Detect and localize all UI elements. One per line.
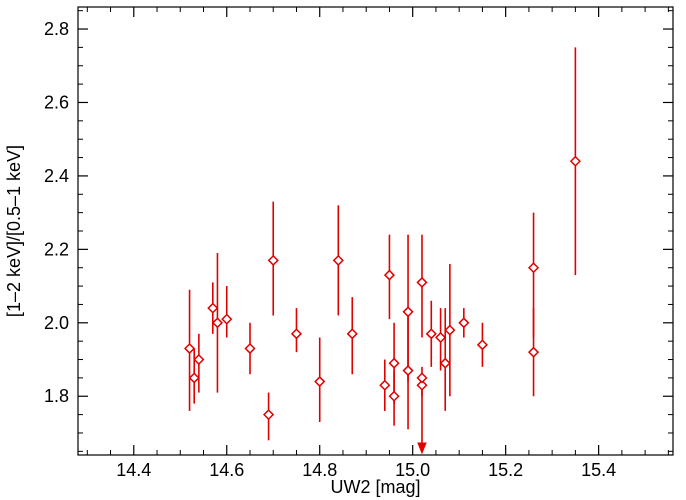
data-point: [416, 276, 428, 288]
y-tick-label: 2.2: [44, 239, 69, 259]
tick-labels: 14.4 14.6 14.8 15.0 15.2 15.4 1.8 2.0 2.2 2.4 2.6 2…: [44, 19, 616, 480]
data-point: [207, 302, 219, 314]
data-point: [435, 331, 447, 344]
data-point: [527, 262, 540, 274]
x-tick-label: 14.6: [209, 460, 244, 480]
data-point: [388, 357, 400, 369]
axis-ticks: [78, 7, 673, 455]
data-point: [402, 364, 414, 377]
x-axis-label: UW2 [mag]: [330, 477, 420, 497]
data-point: [379, 379, 391, 391]
data-point: [188, 372, 200, 384]
data-point: [383, 269, 396, 281]
data-point: [290, 328, 303, 340]
x-tick-label: 15.0: [395, 460, 430, 480]
data-point: [527, 346, 540, 358]
data-point: [439, 357, 451, 369]
data-point: [184, 342, 196, 355]
data-point: [388, 390, 400, 402]
data-point: [244, 342, 256, 355]
plot-frame: [77, 6, 674, 456]
x-tick-label: 15.4: [581, 460, 616, 480]
x-tick-label: 14.8: [302, 460, 337, 480]
y-tick-label: 1.8: [44, 386, 69, 406]
data-point: [425, 328, 437, 340]
data-point: [569, 155, 581, 167]
data-markers: [184, 155, 581, 421]
y-tick-label: 2.6: [44, 92, 69, 112]
data-point: [346, 328, 358, 340]
x-tick-label: 15.2: [488, 460, 523, 480]
data-point: [211, 317, 224, 329]
data-point: [263, 409, 275, 421]
data-point: [314, 375, 326, 388]
data-point: [416, 379, 428, 391]
y-tick-label: 2.8: [44, 19, 69, 39]
y-tick-label: 2.0: [44, 313, 69, 333]
x-tick-label: 14.4: [116, 460, 151, 480]
y-tick-label: 2.4: [44, 166, 69, 186]
data-point: [221, 313, 233, 325]
data-point: [416, 372, 428, 384]
data-point: [476, 339, 488, 351]
data-point: [267, 254, 279, 266]
data-point: [332, 254, 344, 266]
data-point: [193, 353, 205, 366]
upper-limit-arrow: [417, 442, 427, 455]
data-point: [444, 324, 456, 336]
data-point: [402, 306, 414, 318]
data-point: [458, 317, 470, 329]
y-axis-label: [1–2 keV]/[0.5–1 keV]: [4, 145, 24, 317]
